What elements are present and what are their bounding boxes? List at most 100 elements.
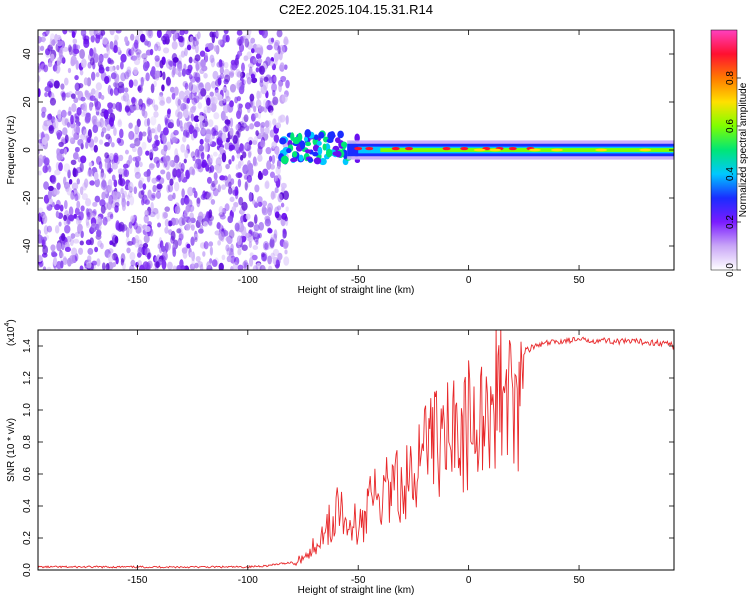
spectrogram-cell — [193, 162, 198, 169]
spectrogram-cell — [280, 155, 289, 165]
spectrogram-cell — [106, 43, 110, 52]
spectrogram-cell — [78, 247, 84, 255]
y-tick-label: 0.4 — [22, 499, 33, 513]
spectrogram-cell — [130, 47, 135, 56]
spectrogram-cell — [280, 182, 287, 189]
spectrogram-cell — [264, 180, 270, 189]
spectrogram-cell — [237, 128, 241, 138]
spectrogram-cell — [212, 70, 219, 80]
spectrogram-cell — [214, 89, 220, 97]
snr-series-polyline — [38, 330, 674, 569]
spectrogram-cell — [165, 96, 172, 104]
spectrogram-cell — [99, 199, 106, 207]
spectrogram-cell — [274, 39, 280, 47]
spectrogram-cell — [211, 33, 216, 44]
spectrogram-cell — [90, 34, 95, 43]
spectrogram-cell — [203, 72, 208, 79]
spectrogram-cell — [272, 89, 276, 97]
spectrogram-cell — [62, 46, 69, 52]
spectrogram-cell — [196, 261, 204, 268]
spectrogram-cell — [134, 124, 140, 135]
spectrogram-cell — [198, 91, 204, 100]
spectrogram-cell — [248, 191, 253, 202]
spectrogram-cell — [117, 119, 123, 128]
spectrogram-cell — [179, 30, 185, 36]
spectrogram-cell — [227, 187, 233, 195]
spectrogram-cell — [247, 63, 254, 69]
spectrogram-cell — [89, 95, 96, 102]
spectrogram-cell — [161, 259, 167, 270]
spectrogram-cell — [262, 99, 268, 108]
spectrogram-cell — [209, 154, 214, 163]
spectrogram-cell — [88, 138, 95, 148]
spectrogram-cell — [269, 171, 276, 179]
spectrogram-cell — [122, 163, 129, 169]
spectrogram-cell — [79, 49, 85, 59]
spectrogram-cell — [218, 205, 224, 215]
spectrogram-cell — [252, 231, 259, 239]
spectrogram-cell — [102, 37, 109, 45]
spectrogram-cell — [62, 30, 68, 35]
spectrogram-cell — [78, 211, 84, 221]
spectrogram-cell — [97, 54, 104, 64]
spectrogram-cell — [128, 122, 133, 129]
spectrogram-cell — [124, 87, 129, 93]
spectrogram-cell — [260, 252, 265, 258]
spectrogram-cell — [279, 114, 286, 123]
spectrogram-cell — [49, 97, 57, 106]
spectrogram-cell — [258, 232, 262, 239]
x-tick-label: 0 — [466, 575, 472, 586]
spectrogram-cell — [38, 170, 42, 176]
spectrogram-cell — [340, 141, 348, 148]
spectrogram-cell — [213, 112, 220, 120]
spectrogram-cell — [51, 38, 56, 47]
spectrogram-cell — [326, 138, 334, 143]
spectrogram-cell — [264, 127, 270, 135]
spectrogram-cell — [56, 182, 61, 191]
spectrogram-y-ticks: -40 -20 0 20 40 — [22, 48, 674, 253]
spectrogram-cell — [259, 264, 266, 270]
spectrogram-cell — [139, 161, 143, 168]
spectrogram-cell — [132, 156, 138, 162]
spectrogram-cell — [117, 118, 122, 126]
spectrogram-cell — [208, 214, 214, 222]
spectrogram-cell — [160, 148, 167, 156]
spectrogram-cell — [81, 58, 87, 69]
spectrogram-cell — [193, 115, 200, 123]
spectrogram-cell — [56, 152, 63, 161]
spectrogram-cell — [85, 216, 90, 226]
signal-hotspot — [442, 146, 451, 151]
spectrogram-cell — [213, 178, 218, 185]
spectrogram-cell — [200, 127, 207, 135]
spectrogram-cell — [129, 195, 135, 206]
spectrogram-cell — [208, 136, 213, 145]
spectrogram-cell — [167, 60, 174, 66]
spectrogram-cell — [90, 88, 96, 95]
spectrogram-cell — [123, 169, 130, 178]
spectrogram-cell — [237, 264, 244, 270]
spectrogram-cell — [59, 251, 64, 258]
spectrogram-cell — [168, 159, 174, 166]
spectrogram-cell — [127, 190, 133, 198]
spectrogram-cell — [258, 91, 262, 99]
spectrogram-cell — [252, 58, 258, 64]
spectrogram-cell — [242, 79, 246, 86]
colorbar-tick-label: 0.4 — [725, 167, 736, 181]
spectrogram-cell — [161, 133, 167, 143]
spectrogram-cell — [220, 110, 226, 121]
spectrogram-cell — [79, 265, 84, 270]
y-tick-label: 0.8 — [22, 435, 33, 449]
spectrogram-cell — [186, 243, 191, 249]
x-tick-label: -100 — [238, 575, 258, 586]
spectrogram-cell — [133, 66, 139, 76]
spectrogram-cell — [107, 261, 114, 270]
spectrogram-cell — [154, 70, 161, 79]
spectrogram-cell — [228, 229, 235, 239]
spectrogram-cell — [215, 30, 219, 39]
spectrogram-cell — [186, 44, 192, 51]
spectrogram-cell — [234, 57, 239, 66]
spectrogram-cell — [70, 233, 76, 239]
spectrogram-cell — [230, 243, 234, 253]
spectrogram-cell — [264, 181, 270, 190]
spectrogram-cell — [82, 182, 87, 191]
